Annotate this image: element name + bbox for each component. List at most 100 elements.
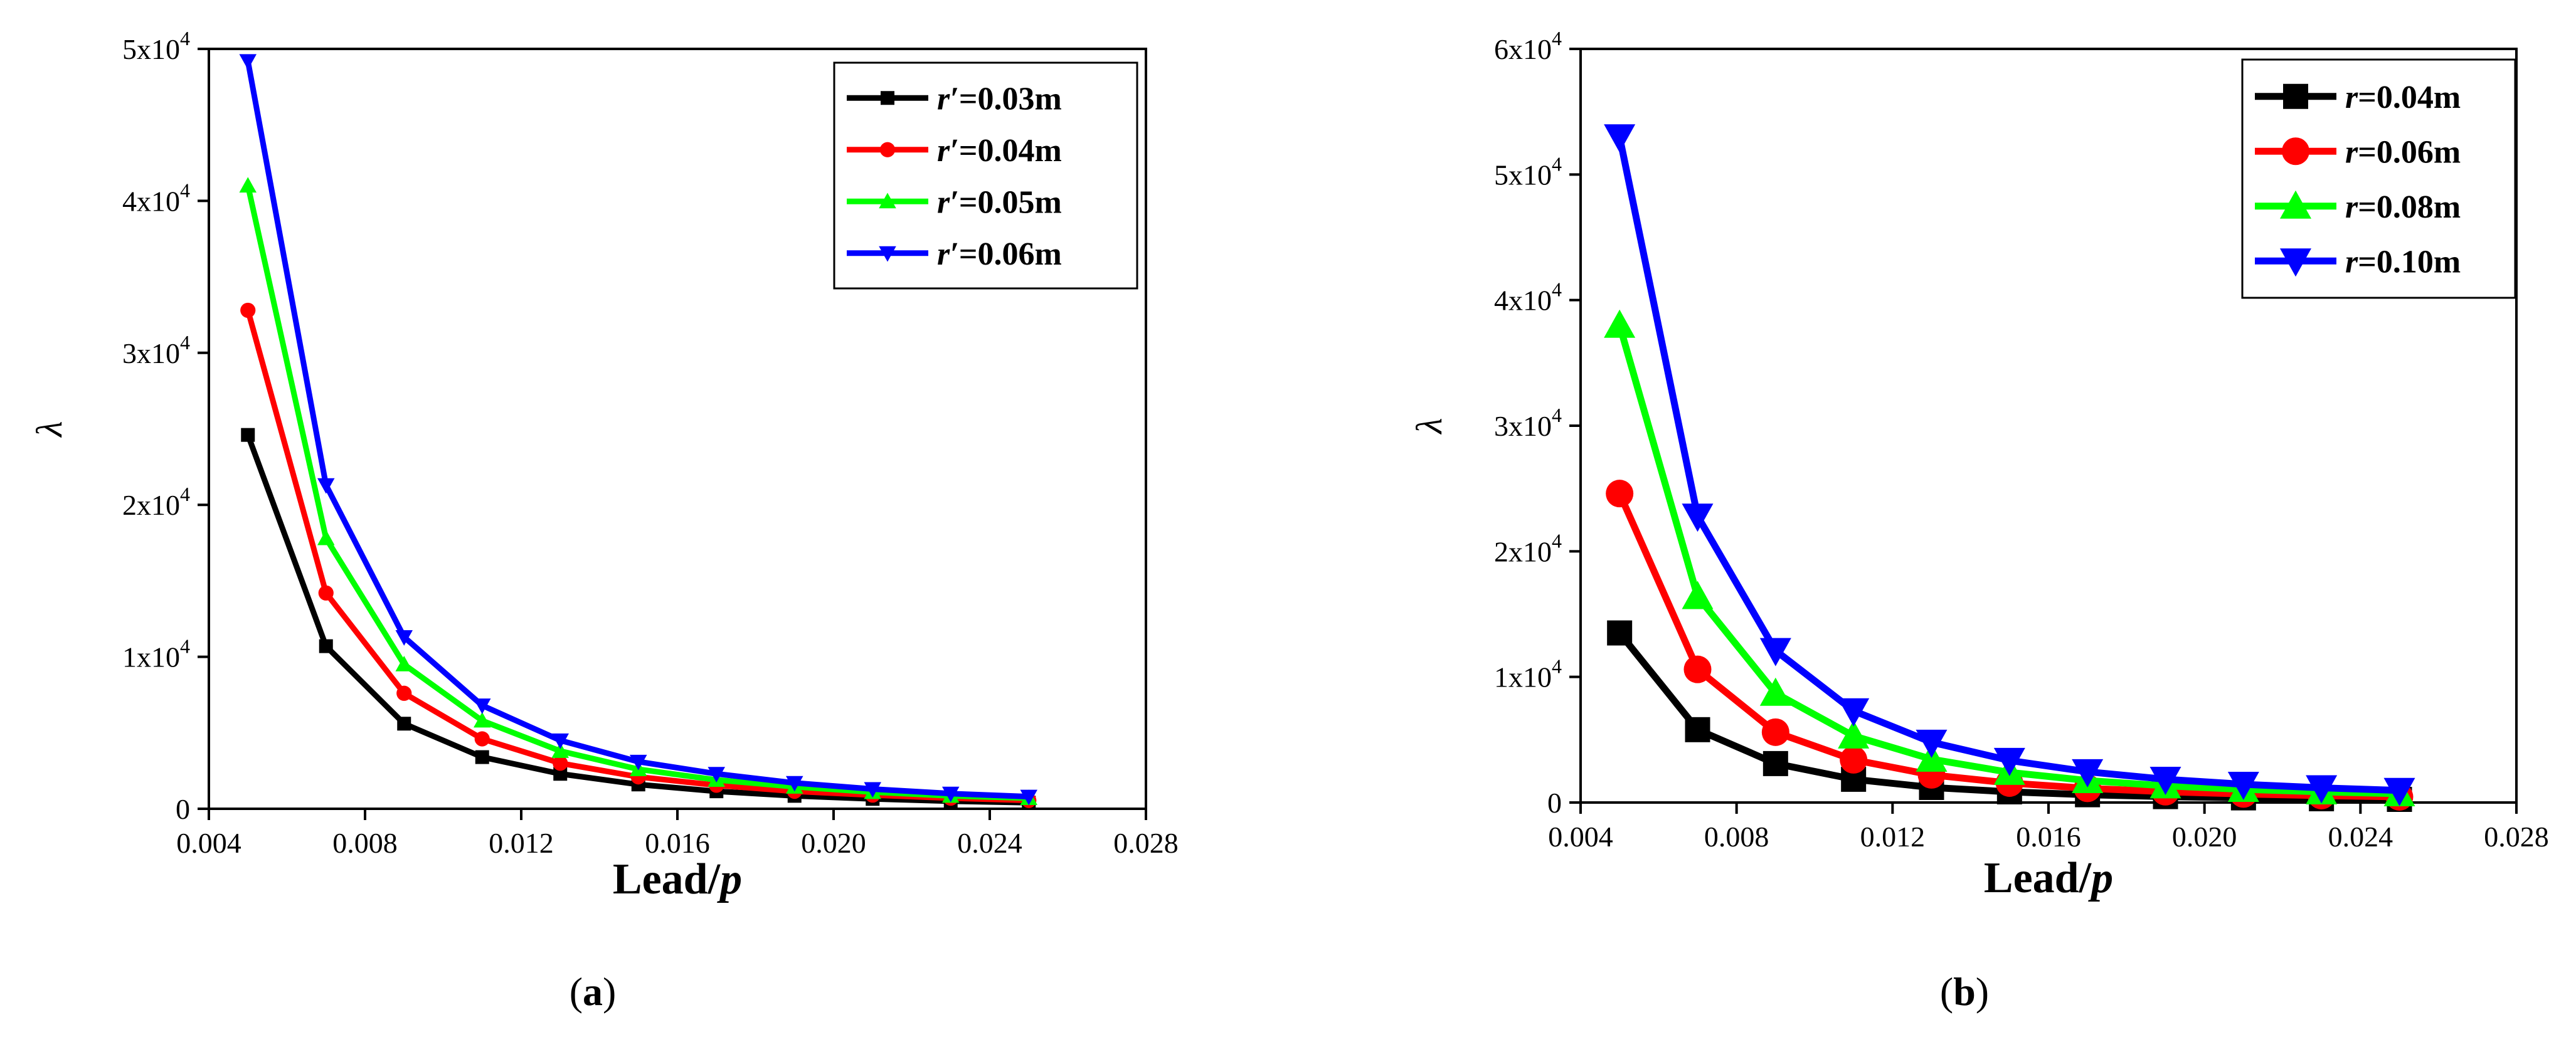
data-point xyxy=(1607,620,1633,646)
legend-label-variable: r′ xyxy=(937,236,959,272)
x-axis-title: Lead/p xyxy=(1984,854,2113,902)
y-tick-label-exponent: 4 xyxy=(1552,655,1562,678)
data-point xyxy=(317,478,335,494)
legend-label: r=0.04m xyxy=(2345,80,2461,115)
data-point xyxy=(553,767,568,781)
legend-label-value: =0.06m xyxy=(959,236,1062,272)
data-point xyxy=(551,733,569,749)
legend-label: r′=0.06m xyxy=(937,236,1062,272)
data-point xyxy=(474,731,490,747)
legend-label-variable: r xyxy=(2345,80,2358,115)
x-axis-title-text: Lead/ xyxy=(613,855,721,903)
data-point xyxy=(1916,729,1948,758)
series-line xyxy=(245,434,1029,806)
legend-label: r=0.06m xyxy=(2345,134,2461,170)
data-point xyxy=(1020,789,1037,806)
legend-swatch-marker xyxy=(879,192,896,209)
y-tick-label-base: 5x10 xyxy=(122,33,180,65)
y-tick-label: 3x104 xyxy=(122,331,190,369)
legend-label: r=0.08m xyxy=(2345,189,2461,225)
y-tick-label: 6x104 xyxy=(1494,27,1562,65)
y-tick-label-exponent: 4 xyxy=(1552,404,1562,426)
data-point xyxy=(786,776,803,792)
y-tick-label: 0 xyxy=(176,793,190,825)
data-point xyxy=(239,54,257,70)
data-point xyxy=(319,639,333,653)
data-point xyxy=(318,585,334,601)
x-tick-label: 0.028 xyxy=(2484,821,2549,853)
data-point xyxy=(708,767,725,782)
chart-panel-b: 0.004 0.008 0.012 0.016 0.020 0.024 0.028 0 1x10… xyxy=(1409,27,2549,1014)
x-tick-label: 0.020 xyxy=(2172,821,2237,853)
caption-label: b xyxy=(1953,969,1976,1014)
x-axis-title-text: Lead/ xyxy=(1984,854,2092,902)
data-point xyxy=(1606,480,1634,508)
y-tick-label: 3x104 xyxy=(1494,404,1562,442)
panel-caption: (b) xyxy=(1940,969,1989,1014)
data-point xyxy=(1604,309,1636,338)
legend-label-variable: r′ xyxy=(937,184,959,220)
y-tick-label-base: 4x10 xyxy=(1494,285,1552,317)
legend-label-value: =0.06m xyxy=(2358,134,2461,170)
y-tick-label-base: 3x10 xyxy=(122,337,180,369)
y-tick-label: 4x104 xyxy=(1494,278,1562,317)
y-tick-label-exponent: 4 xyxy=(1552,529,1562,552)
data-point xyxy=(2306,775,2338,804)
y-tick-label-base: 6x10 xyxy=(1494,33,1552,65)
caption-paren: ( xyxy=(1940,969,1953,1014)
legend-swatch-marker xyxy=(881,91,894,105)
data-point xyxy=(2149,766,2181,795)
legend-label-value: =0.08m xyxy=(2358,189,2461,225)
legend-label-value: =0.05m xyxy=(959,184,1062,220)
legend-label-value: =0.03m xyxy=(959,81,1062,117)
series-3 xyxy=(1604,124,2415,806)
caption-paren: ) xyxy=(1976,969,1989,1014)
x-tick-label: 0.024 xyxy=(957,827,1022,859)
y-tick-label-exponent: 4 xyxy=(180,483,190,505)
data-point xyxy=(241,428,255,442)
y-tick-label: 2x104 xyxy=(1494,529,1562,567)
y-tick-label: 5x104 xyxy=(122,27,190,65)
x-axis-title: Lead/p xyxy=(613,855,742,903)
data-point xyxy=(1685,717,1710,742)
y-tick-label-base: 1x10 xyxy=(1494,661,1552,693)
chart-panel-a: 0.004 0.008 0.012 0.016 0.020 0.024 0.028 0 1x10… xyxy=(29,27,1179,1014)
x-tick-label: 0.024 xyxy=(2328,821,2393,853)
legend-label: r′=0.05m xyxy=(937,184,1062,220)
data-point xyxy=(1838,720,1870,749)
y-tick-label-exponent: 4 xyxy=(1552,27,1562,50)
data-point xyxy=(1683,655,1712,683)
legend-swatch-marker xyxy=(2280,190,2311,219)
data-point xyxy=(1840,745,1868,774)
legend-label-value: =0.10m xyxy=(2358,244,2461,280)
series-line xyxy=(1616,324,2400,797)
data-point xyxy=(1838,698,1870,727)
y-tick-label-exponent: 4 xyxy=(1552,278,1562,301)
x-axis-title-variable: p xyxy=(717,855,742,903)
data-point xyxy=(864,782,881,798)
x-tick-label: 0.016 xyxy=(645,827,710,859)
x-tick-label: 0.020 xyxy=(801,827,866,859)
caption-label: a xyxy=(583,969,603,1014)
legend-label-variable: r xyxy=(2345,244,2358,280)
panel-caption: (a) xyxy=(570,969,617,1014)
y-tick-label-base: 1x10 xyxy=(122,641,180,673)
legend-label-value: =0.04m xyxy=(2358,80,2461,115)
legend-label: r′=0.04m xyxy=(937,133,1062,169)
data-point xyxy=(551,742,569,758)
legend-label: r=0.10m xyxy=(2345,244,2461,280)
x-axis-title-variable: p xyxy=(2088,854,2113,902)
x-tick-label: 0.004 xyxy=(176,827,241,859)
data-point xyxy=(630,754,647,771)
x-tick-label: 0.012 xyxy=(1860,821,1926,853)
data-point xyxy=(942,786,960,803)
y-tick-label-exponent: 4 xyxy=(180,179,190,201)
data-point xyxy=(1682,581,1714,609)
data-point xyxy=(553,755,568,771)
y-tick-label: 1x104 xyxy=(122,635,190,673)
y-tick-label-base: 5x10 xyxy=(1494,159,1552,191)
y-tick-label: 5x104 xyxy=(1494,152,1562,191)
x-tick-label: 0.012 xyxy=(489,827,554,859)
y-tick-label-base: 2x10 xyxy=(122,489,180,521)
legend-label-variable: r′ xyxy=(937,133,959,169)
